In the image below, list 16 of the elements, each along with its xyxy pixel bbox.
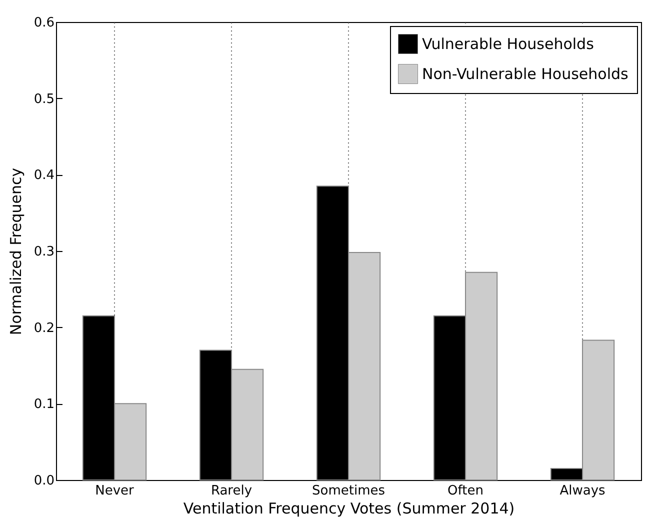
x-axis-title: Ventilation Frequency Votes (Summer 2014) bbox=[183, 500, 515, 518]
y-tick-label: 0.1 bbox=[34, 397, 54, 412]
y-axis-title: Normalized Frequency bbox=[6, 168, 25, 336]
y-tick-label: 0.4 bbox=[34, 168, 54, 184]
y-tick-label: 0.6 bbox=[34, 16, 54, 30]
y-tick-label: 0.5 bbox=[34, 92, 54, 107]
y-tick-label: 0.3 bbox=[34, 244, 54, 260]
legend-label: Vulnerable Households bbox=[422, 35, 594, 53]
x-tick-label: Never bbox=[95, 484, 135, 498]
x-tick-label: Sometimes bbox=[312, 484, 386, 498]
x-tick-label: Rarely bbox=[210, 484, 252, 498]
legend-label: Non-Vulnerable Households bbox=[422, 65, 629, 83]
y-tick-label: 0.2 bbox=[34, 320, 54, 336]
x-tick-label: Always bbox=[560, 484, 606, 498]
x-tick-label: Often bbox=[448, 484, 484, 498]
y-tick-label: 0.0 bbox=[34, 474, 54, 488]
